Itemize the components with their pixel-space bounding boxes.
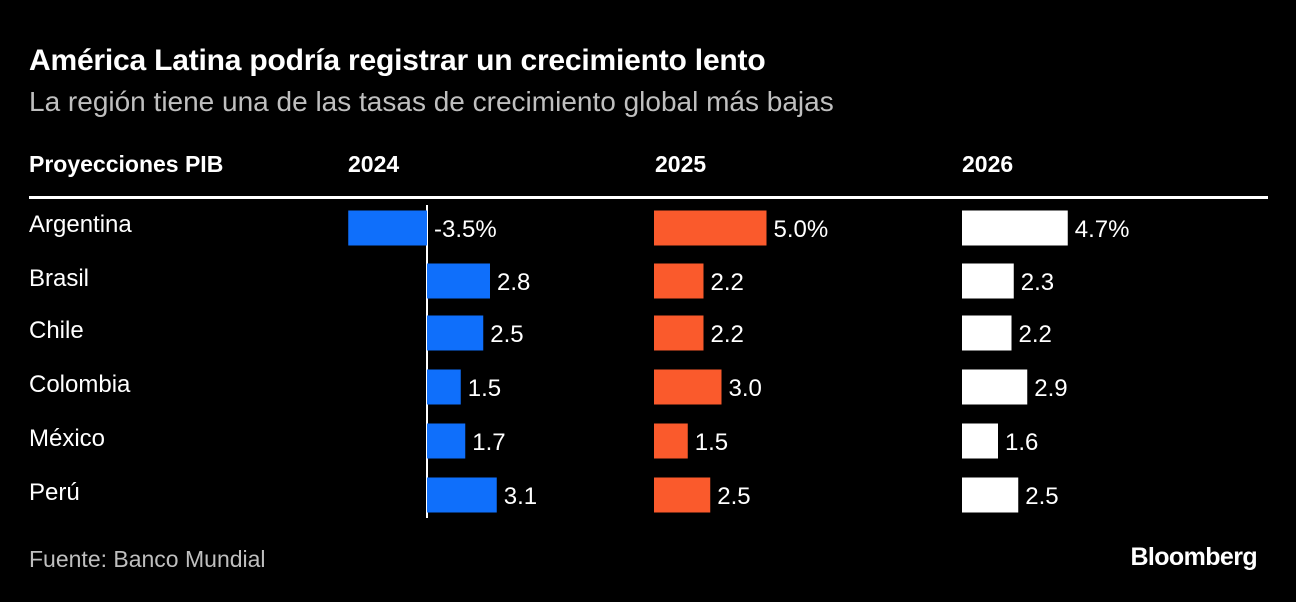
row-label-peru: Perú [29, 479, 80, 506]
column-header-2024: 2024 [348, 151, 400, 177]
bloomberg-logo: Bloomberg [1130, 543, 1257, 571]
bar-2024-brasil [427, 263, 490, 299]
source-note: Fuente: Banco Mundial [29, 546, 266, 572]
header-divider [29, 196, 1268, 199]
bar-2025-brasil [654, 263, 704, 299]
data-label-2024-colombia: 1.5 [468, 375, 501, 402]
data-label-2024-argentina: -3.5% [434, 216, 497, 243]
data-label-2026-argentina: 4.7% [1075, 216, 1130, 243]
data-label-2025-perú: 2.5 [717, 483, 750, 510]
bar-2026-argentina [962, 210, 1068, 246]
row-header-label: Proyecciones PIB [29, 151, 224, 177]
bar-2026-chile [962, 315, 1012, 351]
row-label-colombia: Colombia [29, 371, 131, 398]
data-label-2026-colombia: 2.9 [1034, 375, 1067, 402]
data-label-2024-chile: 2.5 [490, 321, 523, 348]
data-label-2025-brasil: 2.2 [711, 269, 744, 296]
data-label-2024-brasil: 2.8 [497, 269, 530, 296]
bar-2026-colombia [962, 369, 1028, 405]
data-label-2026-méxico: 1.6 [1005, 429, 1038, 456]
data-label-2025-colombia: 3.0 [729, 375, 762, 402]
bar-2025-chile [654, 315, 704, 351]
row-label-argentina: Argentina [29, 211, 132, 238]
data-label-2025-argentina: 5.0% [774, 216, 829, 243]
data-label-2026-brasil: 2.3 [1021, 269, 1054, 296]
bar-2026-méxico [962, 423, 998, 459]
bar-2025-perú [654, 477, 711, 513]
chart-subtitle: La región tiene una de las tasas de crec… [29, 86, 834, 117]
column-header-2025: 2025 [655, 151, 707, 177]
data-label-2024-perú: 3.1 [504, 483, 537, 510]
data-label-2024-méxico: 1.7 [472, 429, 505, 456]
row-label-mexico: México [29, 425, 106, 452]
column-header-2026: 2026 [962, 151, 1014, 177]
bar-2024-colombia [427, 369, 461, 405]
data-label-2025-chile: 2.2 [711, 321, 744, 348]
data-label-2025-méxico: 1.5 [695, 429, 728, 456]
bar-2024-méxico [427, 423, 466, 459]
bar-2026-brasil [962, 263, 1014, 299]
bar-2025-méxico [654, 423, 688, 459]
bar-2024-argentina [348, 210, 427, 246]
row-label-chile: Chile [29, 317, 84, 344]
row-label-brasil: Brasil [29, 265, 90, 292]
bar-2024-perú [427, 477, 497, 513]
bar-2026-perú [962, 477, 1019, 513]
data-label-2026-perú: 2.5 [1025, 483, 1058, 510]
data-label-2026-chile: 2.2 [1019, 321, 1052, 348]
bar-2024-chile [427, 315, 484, 351]
bar-2025-colombia [654, 369, 722, 405]
bar-2025-argentina [654, 210, 767, 246]
chart-title: América Latina podría registrar un creci… [29, 44, 766, 77]
